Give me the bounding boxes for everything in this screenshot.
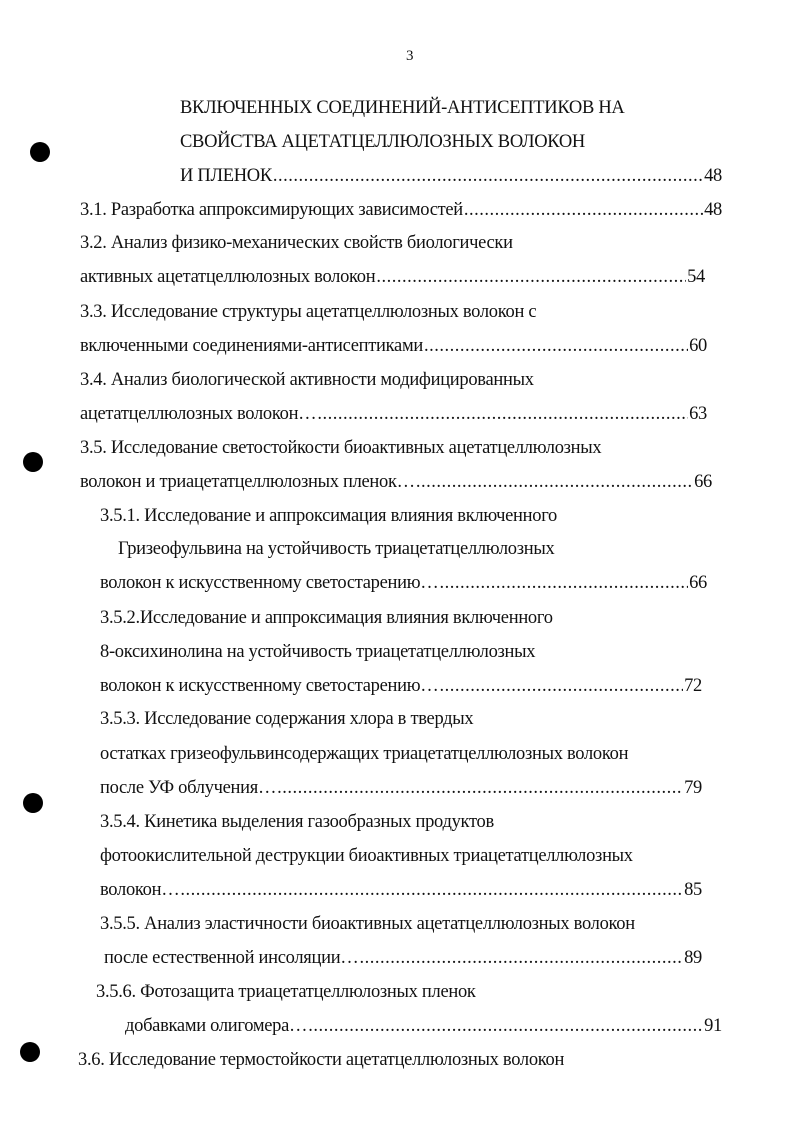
toc-entry: волокон и триацетатцеллюлозных пленок… 66 (80, 472, 712, 496)
toc-entry-title: ВКЛЮЧЕННЫХ СОЕДИНЕНИЙ-АНТИСЕПТИКОВ НА (180, 98, 625, 118)
toc-entry: 3.3. Исследование структуры ацетатцеллюл… (80, 302, 537, 326)
toc-entry-page: 79 (684, 778, 702, 798)
toc-entry-title: ацетатцеллюлозных волокон… (80, 404, 317, 424)
toc-entry: ацетатцеллюлозных волокон… 63 (80, 404, 707, 428)
toc-entry-title: волокон… (100, 880, 180, 900)
punch-hole (23, 452, 43, 472)
toc-entry: 3.5.5. Анализ эластичности биоактивных а… (100, 914, 635, 938)
toc-entry-page: 89 (684, 948, 702, 968)
toc-entry-title: добавками олигомера… (125, 1016, 308, 1036)
toc-entry: СВОЙСТВА АЦЕТАТЦЕЛЛЮЛОЗНЫХ ВОЛОКОН (180, 132, 585, 156)
toc-entry: волокон к искусственному светостарению… 6… (100, 573, 707, 597)
toc-entry-page: 66 (689, 573, 707, 593)
dot-leader (439, 676, 683, 697)
dot-leader (308, 1016, 703, 1037)
toc-entry: 3.4. Анализ биологической активности мод… (80, 370, 534, 394)
toc-entry-title: 3.3. Исследование структуры ацетатцеллюл… (80, 302, 537, 322)
punch-hole (20, 1042, 40, 1062)
toc-entry: 8-оксихинолина на устойчивость триацетат… (100, 642, 536, 666)
toc-entry: 3.5.6. Фотозащита триацетатцеллюлозных п… (96, 982, 476, 1006)
toc-entry-title: Гризеофульвина на устойчивость триацетат… (118, 539, 555, 559)
toc-entry-title: 8-оксихинолина на устойчивость триацетат… (100, 642, 536, 662)
toc-entry-page: 48 (704, 166, 722, 186)
toc-entry: включенными соединениями-антисептиками 60 (80, 336, 707, 360)
toc-entry: после УФ облучения… 79 (100, 778, 702, 802)
toc-entry-title: после естественной инсоляции… (104, 948, 359, 968)
toc-entry-title: 3.5.2.Исследование и аппроксимация влиян… (100, 608, 553, 628)
toc-entry-title: 3.5.4. Кинетика выделения газообразных п… (100, 812, 494, 832)
toc-entry-page: 85 (684, 880, 702, 900)
toc-entry-title: 3.5.3. Исследование содержания хлора в т… (100, 709, 474, 729)
dot-leader (317, 404, 688, 425)
toc-entry: остатках гризеофульвинсодержащих триацет… (100, 744, 628, 768)
toc-entry-page: 48 (704, 200, 722, 220)
dot-leader (416, 472, 693, 493)
toc-entry-title: 3.2. Анализ физико-механических свойств … (80, 233, 513, 253)
toc-entry-page: 60 (689, 336, 707, 356)
toc-entry-page: 72 (684, 676, 702, 696)
toc-entry-title: 3.4. Анализ биологической активности мод… (80, 370, 534, 390)
toc-entry-title: 3.6. Исследование термостойкости ацетатц… (78, 1050, 565, 1070)
dot-leader (424, 336, 688, 357)
toc-entry: И ПЛЕНОК 48 (180, 166, 722, 190)
toc-entry-page: 91 (704, 1016, 722, 1036)
toc-entry-title: 3.5.1. Исследование и аппроксимация влия… (100, 506, 557, 526)
toc-entry-title: 3.5.5. Анализ эластичности биоактивных а… (100, 914, 635, 934)
toc-entry-title: 3.5. Исследование светостойкости биоакти… (80, 438, 602, 458)
toc-entry: волокон к искусственному светостарению… 7… (100, 676, 702, 700)
toc-entry-title: волокон и триацетатцеллюлозных пленок… (80, 472, 415, 492)
punch-hole (23, 793, 43, 813)
toc-entry: 3.5.2.Исследование и аппроксимация влиян… (100, 608, 553, 632)
toc-entry-page: 63 (689, 404, 707, 424)
dot-leader (439, 573, 688, 594)
toc-entry: ВКЛЮЧЕННЫХ СОЕДИНЕНИЙ-АНТИСЕПТИКОВ НА (180, 98, 625, 122)
toc-entry: волокон… 85 (100, 880, 702, 904)
toc-entry-title: активных ацетатцеллюлозных волокон (80, 267, 376, 287)
dot-leader (376, 267, 686, 288)
toc-entry: добавками олигомера… 91 (125, 1016, 722, 1040)
toc-entry-title: волокон к искусственному светостарению… (100, 573, 439, 593)
toc-entry: 3.5. Исследование светостойкости биоакти… (80, 438, 602, 462)
dot-leader (273, 166, 703, 187)
toc-entry-page: 54 (687, 267, 705, 287)
toc-entry-title: фотоокислительной деструкции биоактивных… (100, 846, 633, 866)
toc-entry: 3.2. Анализ физико-механических свойств … (80, 233, 513, 257)
toc-entry-title: СВОЙСТВА АЦЕТАТЦЕЛЛЮЛОЗНЫХ ВОЛОКОН (180, 132, 585, 152)
toc-entry-title: 3.5.6. Фотозащита триацетатцеллюлозных п… (96, 982, 476, 1002)
toc-entry: после естественной инсоляции… 89 (104, 948, 702, 972)
punch-hole (30, 142, 50, 162)
toc-entry-title: И ПЛЕНОК (180, 166, 272, 186)
toc-entry-title: волокон к искусственному светостарению… (100, 676, 439, 696)
toc-entry-title: после УФ облучения… (100, 778, 277, 798)
dot-leader (360, 948, 684, 969)
dot-leader (464, 200, 703, 221)
dot-leader (277, 778, 683, 799)
toc-entry: активных ацетатцеллюлозных волокон 54 (80, 267, 705, 291)
dot-leader (180, 880, 683, 901)
toc-entry-title: остатках гризеофульвинсодержащих триацет… (100, 744, 629, 764)
toc-entry: 3.5.3. Исследование содержания хлора в т… (100, 709, 474, 733)
toc-entry: 3.6. Исследование термостойкости ацетатц… (78, 1050, 564, 1074)
toc-entry: 3.5.1. Исследование и аппроксимация влия… (100, 506, 557, 530)
toc-entry-title: включенными соединениями-антисептиками (80, 336, 423, 356)
toc-entry: Гризеофульвина на устойчивость триацетат… (118, 539, 555, 563)
page-number: 3 (406, 48, 414, 64)
toc-entry-title: 3.1. Разработка аппроксимирующих зависим… (80, 200, 463, 220)
toc-entry: фотоокислительной деструкции биоактивных… (100, 846, 633, 870)
toc-entry-page: 66 (694, 472, 712, 492)
toc-entry: 3.1. Разработка аппроксимирующих зависим… (80, 200, 722, 224)
toc-entry: 3.5.4. Кинетика выделения газообразных п… (100, 812, 494, 836)
